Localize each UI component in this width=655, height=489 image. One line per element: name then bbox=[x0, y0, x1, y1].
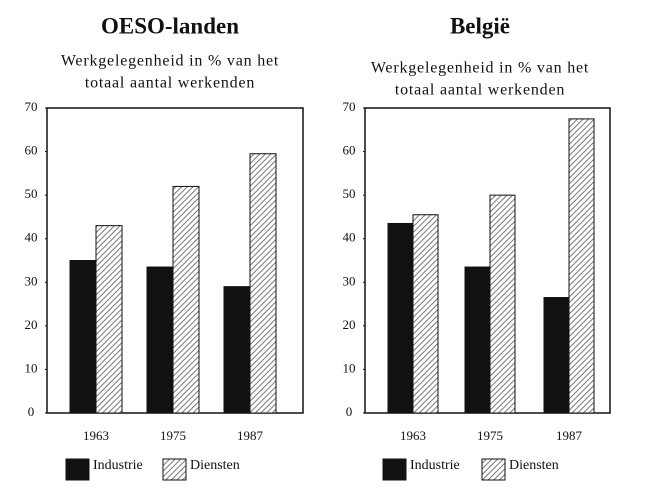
bar bbox=[95, 225, 123, 414]
legend-label: Diensten bbox=[190, 458, 240, 473]
legend-swatch bbox=[162, 458, 187, 481]
bar bbox=[412, 214, 439, 414]
y-tick-label: 0 bbox=[28, 404, 35, 419]
legend-label: Industrie bbox=[410, 458, 460, 473]
x-tick-label: 1987 bbox=[237, 428, 264, 443]
bar bbox=[489, 194, 516, 414]
bar bbox=[146, 266, 174, 414]
y-tick-label: 20 bbox=[343, 317, 356, 332]
bar bbox=[543, 297, 570, 414]
y-tick-label: 0 bbox=[346, 404, 353, 419]
y-tick-label: 70 bbox=[25, 99, 38, 114]
bar bbox=[69, 260, 97, 414]
y-tick-label: 60 bbox=[25, 143, 38, 158]
bar bbox=[387, 222, 414, 414]
bar bbox=[249, 153, 277, 414]
y-tick-label: 30 bbox=[343, 273, 356, 288]
chart-title: België bbox=[450, 13, 510, 38]
bar bbox=[568, 118, 595, 414]
chart-subtitle: Werkgelegenheid in % van het bbox=[61, 53, 279, 70]
y-tick-label: 10 bbox=[343, 360, 356, 375]
y-tick-label: 60 bbox=[343, 143, 356, 158]
legend-swatch bbox=[481, 458, 506, 481]
bar bbox=[172, 185, 200, 414]
y-tick-label: 50 bbox=[25, 186, 38, 201]
x-tick-label: 1975 bbox=[160, 428, 186, 443]
y-tick-label: 20 bbox=[25, 317, 38, 332]
bar bbox=[223, 286, 251, 414]
y-tick-label: 50 bbox=[343, 186, 356, 201]
legend-label: Diensten bbox=[509, 458, 559, 473]
x-tick-label: 1963 bbox=[400, 428, 426, 443]
x-tick-label: 1987 bbox=[556, 428, 583, 443]
x-tick-label: 1975 bbox=[477, 428, 503, 443]
chart-subtitle: Werkgelegenheid in % van het bbox=[371, 60, 589, 77]
bar bbox=[464, 266, 491, 414]
chart-title: OESO-landen bbox=[101, 13, 239, 38]
y-tick-label: 40 bbox=[25, 230, 38, 245]
y-tick-label: 70 bbox=[343, 99, 356, 114]
chart-subtitle: totaal aantal werkenden bbox=[85, 75, 255, 92]
legend-swatch bbox=[382, 458, 407, 481]
legend-swatch bbox=[65, 458, 90, 481]
legend-label: Industrie bbox=[93, 458, 143, 473]
y-tick-label: 30 bbox=[25, 273, 38, 288]
chart-subtitle: totaal aantal werkenden bbox=[395, 82, 565, 99]
y-tick-label: 10 bbox=[25, 360, 38, 375]
x-tick-label: 1963 bbox=[83, 428, 109, 443]
y-tick-label: 40 bbox=[343, 230, 356, 245]
